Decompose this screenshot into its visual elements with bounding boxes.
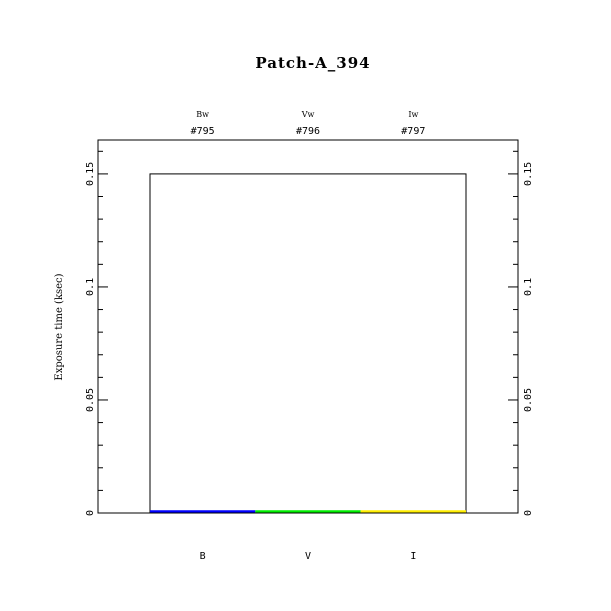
chart-title: Patch-A_394 bbox=[255, 54, 370, 72]
y-tick-label-left: 0.05 bbox=[85, 388, 96, 412]
bar-I bbox=[360, 510, 466, 513]
y-tick-label-left: 0 bbox=[85, 510, 96, 516]
y-axis-label: Exposure time (ksec) bbox=[54, 273, 65, 380]
bar-V bbox=[255, 510, 361, 513]
y-tick-label-right: 0.1 bbox=[523, 278, 534, 296]
top-id-label: #796 bbox=[296, 126, 320, 137]
x-category-label: V bbox=[305, 551, 311, 562]
y-tick-label-left: 0.15 bbox=[85, 162, 96, 186]
x-category-label: B bbox=[200, 551, 206, 562]
top-filter-label: Bw bbox=[196, 110, 209, 119]
y-tick-label-right: 0.15 bbox=[523, 162, 534, 186]
bar-B bbox=[150, 510, 256, 513]
y-tick-label-right: 0 bbox=[523, 510, 534, 516]
y-tick-label-left: 0.1 bbox=[85, 278, 96, 296]
x-category-label: I bbox=[410, 551, 416, 562]
top-id-label: #797 bbox=[401, 126, 425, 137]
exposure-envelope bbox=[149, 173, 467, 514]
top-filter-label: Iw bbox=[408, 110, 418, 119]
plot-frame bbox=[97, 139, 519, 514]
top-filter-label: Vw bbox=[301, 110, 315, 119]
top-id-label: #795 bbox=[191, 126, 215, 137]
y-tick-label-right: 0.05 bbox=[523, 388, 534, 412]
